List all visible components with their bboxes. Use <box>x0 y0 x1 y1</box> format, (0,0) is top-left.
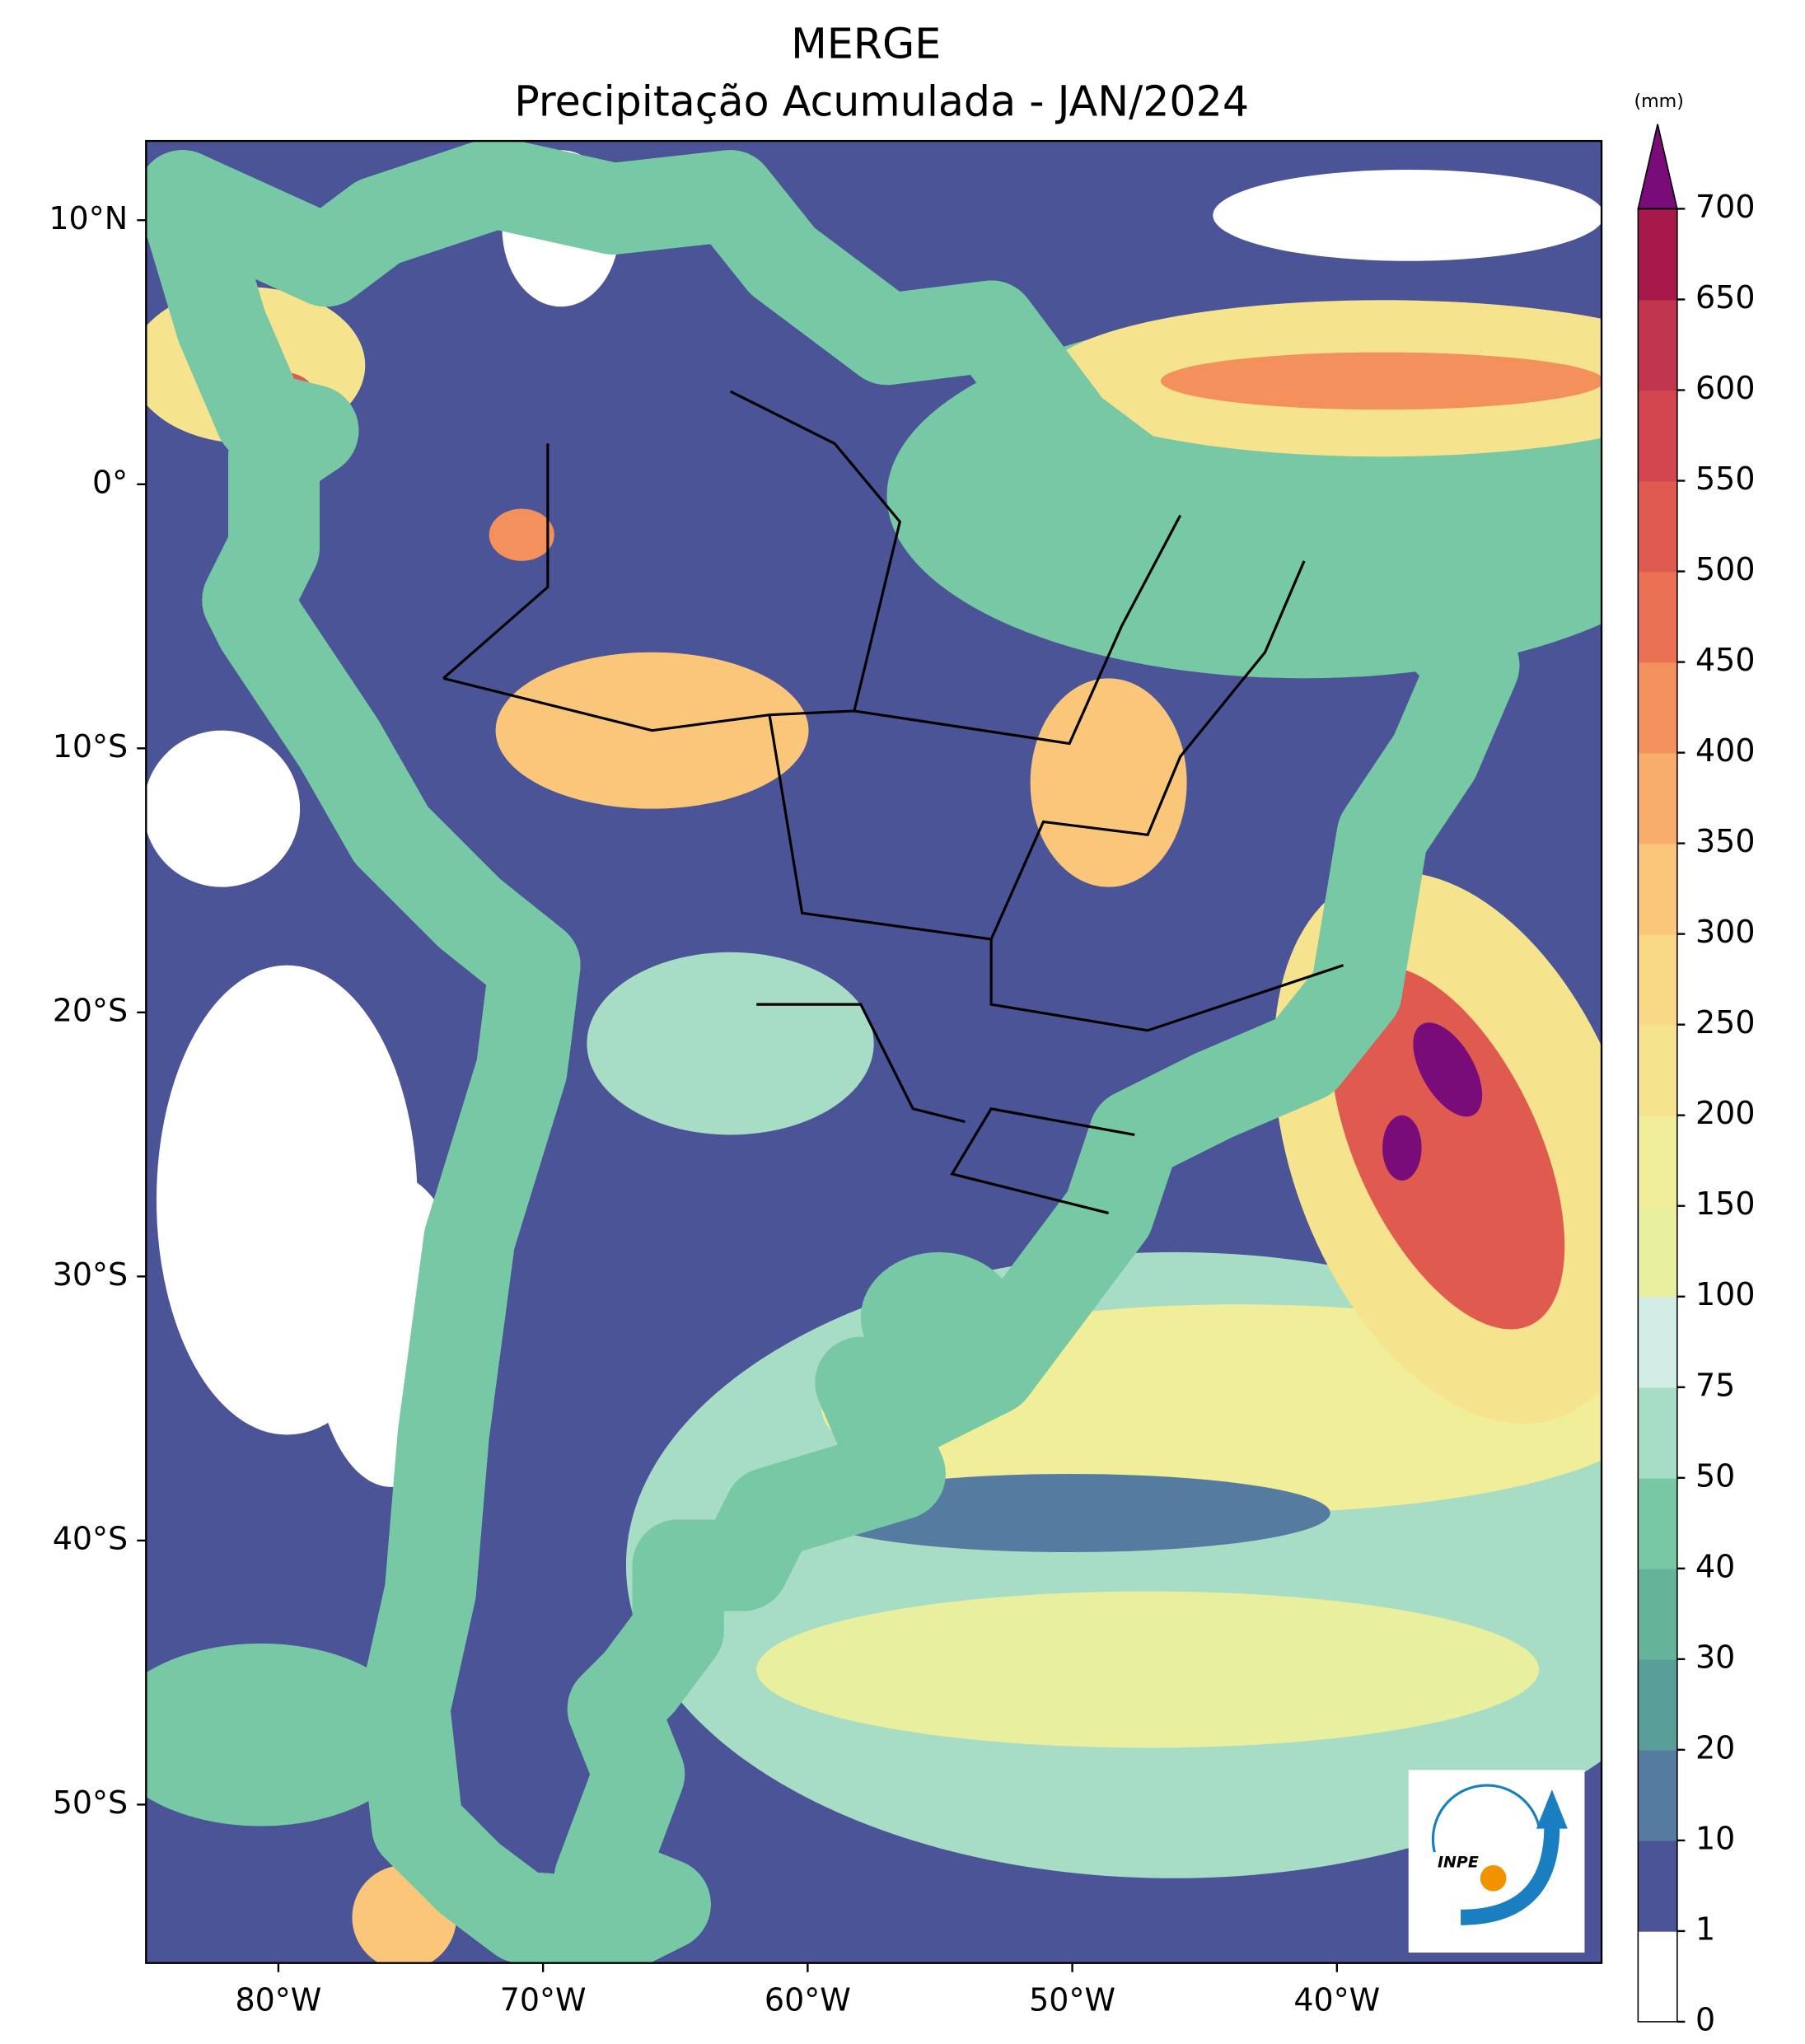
colorbar-label: 1 <box>1695 1911 1715 1947</box>
colorbar-label: 450 <box>1695 642 1756 678</box>
plot-frame <box>145 139 1603 1964</box>
field-patch <box>489 508 554 561</box>
colorbar-segment <box>1638 752 1677 844</box>
colorbar-extend <box>1637 124 1678 210</box>
subtitle: Precipitação Acumulada - JAN/2024 <box>514 77 1249 125</box>
logo-arrowhead <box>1536 1789 1568 1829</box>
y-tick-label: 0° <box>92 464 128 500</box>
x-tick-label: 80°W <box>235 1982 321 2018</box>
x-tick-label: 70°W <box>500 1982 587 2018</box>
colorbar-segment <box>1638 571 1677 663</box>
y-tick-label: 20°S <box>53 992 128 1028</box>
y-tick-label: 40°S <box>53 1520 128 1556</box>
y-tick-label: 10°N <box>49 200 128 236</box>
colorbar-segment <box>1638 208 1677 301</box>
x-tick-label: 50°W <box>1029 1982 1115 2018</box>
colorbar-label: 700 <box>1695 189 1756 225</box>
colorbar-label: 150 <box>1695 1186 1756 1222</box>
logo-dot <box>1480 1864 1507 1892</box>
colorbar-label: 300 <box>1695 914 1756 950</box>
colorbar-label: 350 <box>1695 823 1756 859</box>
colorbar-label: 0 <box>1695 2001 1715 2037</box>
colorbar-label: 75 <box>1695 1367 1735 1403</box>
field-patch <box>756 1591 1540 1748</box>
field-patch <box>1330 966 1565 1330</box>
colorbar-label: 30 <box>1695 1639 1735 1675</box>
colorbar-segment <box>1638 1840 1677 1932</box>
y-tick-label: 10°S <box>53 728 128 765</box>
field-patch <box>1161 352 1602 410</box>
field-patch <box>1382 1115 1422 1181</box>
colorbar-segment <box>1638 390 1677 482</box>
colorbar-segment <box>1638 933 1677 1026</box>
colorbar-label: 40 <box>1695 1548 1735 1584</box>
x-tick-label: 40°W <box>1293 1982 1380 2018</box>
field-patch <box>469 1591 574 1878</box>
colorbar-segment <box>1638 480 1677 573</box>
colorbar-label: 10 <box>1695 1820 1735 1856</box>
field-patch <box>587 952 874 1135</box>
colorbar-label: 500 <box>1695 551 1756 587</box>
colorbar-segment <box>1638 1205 1677 1298</box>
colorbar-label: 550 <box>1695 461 1756 497</box>
logo: INPE <box>1408 1770 1585 1953</box>
logo-text: INPE <box>1438 1853 1479 1871</box>
colorbar-segment <box>1638 662 1677 754</box>
colorbar-label: 400 <box>1695 732 1756 769</box>
colorbar-label: 650 <box>1695 279 1756 316</box>
colorbar-segment <box>1638 299 1677 391</box>
colorbar-label: 600 <box>1695 370 1756 406</box>
logo-arrow <box>1460 1826 1560 1925</box>
field-patch <box>146 1643 418 1827</box>
logo-box <box>1408 1770 1585 1953</box>
logo-arc <box>1431 1784 1541 1853</box>
colorbar-label: 250 <box>1695 1004 1756 1041</box>
colorbar-segment <box>1638 1477 1677 1569</box>
field-patch <box>1413 1022 1483 1117</box>
colorbar-segment <box>1638 1568 1677 1660</box>
title: MERGE <box>791 20 941 68</box>
map-field <box>146 141 1602 1963</box>
colorbar-label: 20 <box>1695 1729 1735 1766</box>
field-patch <box>1213 169 1602 261</box>
colorbar-segment <box>1638 1296 1677 1388</box>
colorbar-segment <box>1638 1930 1677 2023</box>
colorbar-segment <box>1638 1115 1677 1207</box>
colorbar-label: 200 <box>1695 1095 1756 1131</box>
y-tick-label: 30°S <box>53 1256 128 1293</box>
field-patch <box>1030 678 1187 887</box>
colorbar-unit: (mm) <box>1634 91 1683 112</box>
colorbar-segment <box>1638 1658 1677 1751</box>
colorbar-label: 50 <box>1695 1457 1735 1494</box>
x-tick-label: 60°W <box>765 1982 851 2018</box>
y-tick-label: 50°S <box>53 1784 128 1821</box>
colorbar-segment <box>1638 843 1677 935</box>
field-patch <box>146 730 301 887</box>
colorbar-segment <box>1638 1749 1677 1841</box>
colorbar-segment <box>1638 1024 1677 1116</box>
colorbar-segment <box>1638 1387 1677 1479</box>
colorbar-label: 100 <box>1695 1276 1756 1312</box>
borders <box>442 390 1344 1214</box>
